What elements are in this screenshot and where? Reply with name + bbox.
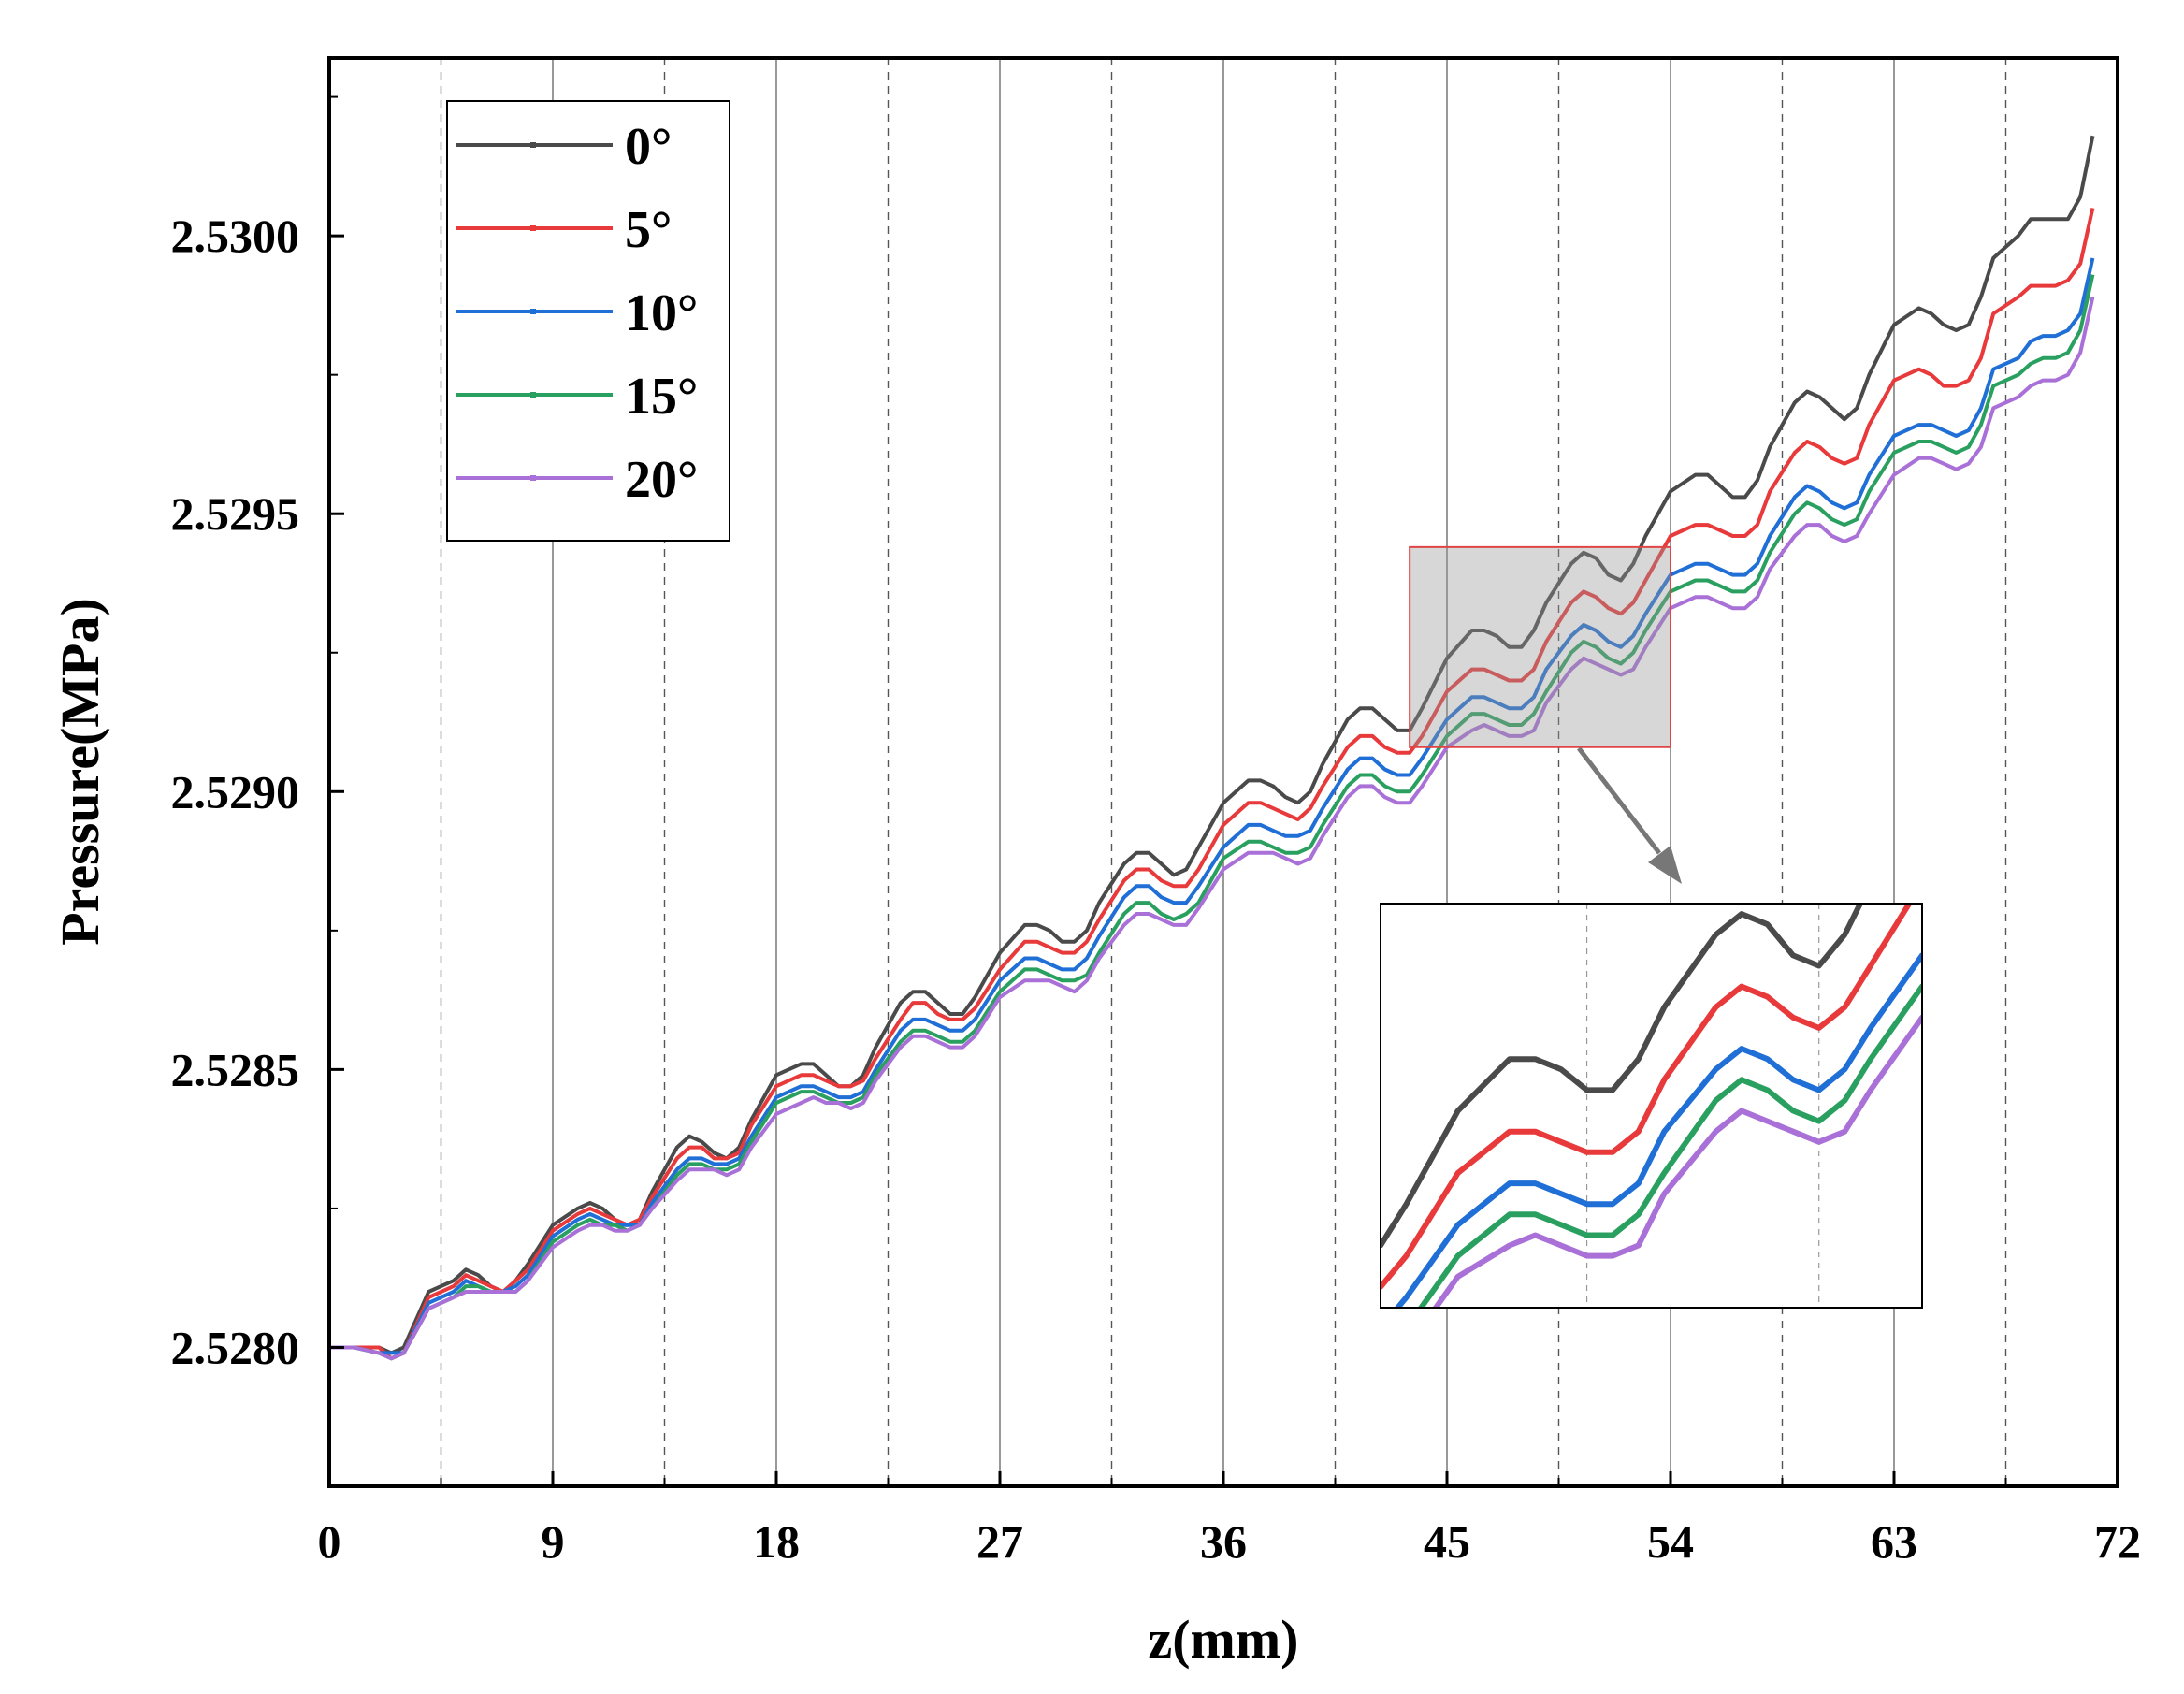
x-axis-title: z(mm) [1148,1609,1298,1670]
inset-series-line [1432,1014,1922,1308]
x-tick-label: 18 [753,1515,800,1568]
zoom-arrow-head [1648,846,1682,884]
inset-series-line [1394,952,1922,1308]
legend-marker [530,142,536,148]
legend-box [446,100,730,542]
vertical-grid-lines [440,58,2007,1486]
x-tick-label: 63 [1871,1515,1917,1568]
series-line [329,207,2095,1361]
series-lines [329,135,2095,1361]
legend-label: 0° [625,118,672,176]
x-tick-label: 36 [1200,1515,1247,1568]
legend-label: 20° [625,451,698,509]
inset-series-line [1381,904,1864,1249]
inset-series-line [1381,904,1913,1290]
x-tick-label: 0 [318,1515,341,1568]
x-tick-label: 27 [976,1515,1023,1568]
x-tick-label: 45 [1424,1515,1470,1568]
legend-marker [530,309,536,314]
series-line [329,297,2095,1361]
y-tick-label: 2.5290 [171,765,300,818]
y-axis: 2.5280 2.5285 2.5290 2.5295 2.5300 [171,95,344,1487]
legend-label: 10° [625,284,698,342]
zoom-arrow-line [1577,746,1661,855]
inset-zoom-panel [1380,903,1923,1309]
y-tick-label: 2.5285 [171,1043,300,1095]
inset-frame [1380,903,1923,1309]
legend-marker [530,392,536,398]
legend-label: 15° [625,368,698,426]
zoom-region-box [1409,545,1671,748]
legend-label: 5° [625,201,672,259]
x-tick-label: 54 [1647,1515,1694,1568]
legend-marker [530,225,536,231]
legend-marker [530,475,536,481]
inset-plot-area [1381,904,1922,1308]
zoom-region-group [1409,545,1682,884]
y-tick-label: 2.5280 [171,1321,300,1373]
x-tick-label: 72 [2094,1515,2141,1568]
y-tick-label: 2.5295 [171,487,300,540]
y-axis-title: Pressure(MPa) [50,598,110,946]
x-axis: 0 9 18 27 36 45 54 63 72 [318,1471,2141,1568]
y-tick-label: 2.5300 [171,210,300,262]
legend: 0° 5° 10° 15° 20° [446,100,730,542]
x-tick-label: 9 [542,1515,565,1568]
inset-series-line [1417,983,1922,1308]
